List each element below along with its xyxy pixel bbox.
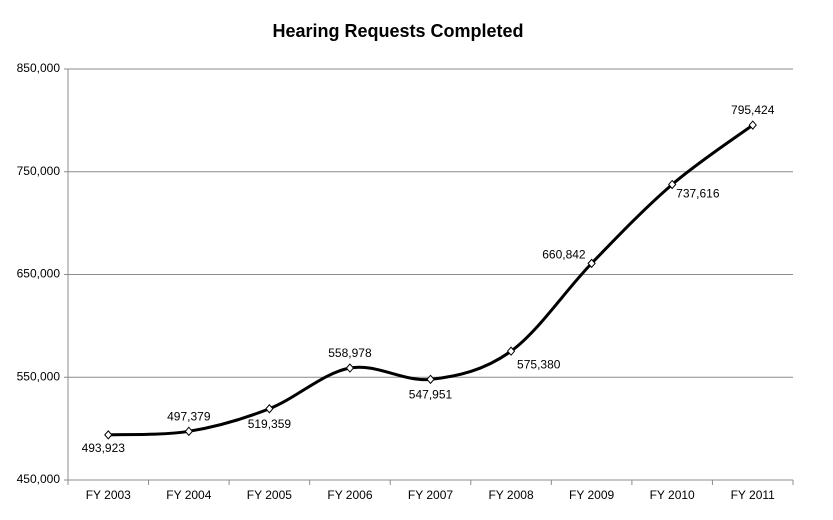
x-tick-label: FY 2011 — [731, 488, 776, 502]
data-label: 519,359 — [248, 417, 292, 431]
data-label: 558,978 — [328, 346, 372, 360]
y-tick-label: 650,000 — [17, 267, 61, 281]
marker — [587, 258, 596, 269]
marker — [345, 363, 355, 373]
x-tick-label: FY 2008 — [488, 488, 533, 502]
data-label: 660,842 — [542, 248, 586, 262]
data-label: 737,616 — [676, 187, 720, 201]
data-label: 547,951 — [409, 388, 453, 402]
x-tick-label: FY 2007 — [408, 488, 453, 502]
y-tick-label: 750,000 — [17, 164, 61, 178]
x-tick-label: FY 2005 — [247, 488, 292, 502]
marker — [748, 120, 757, 130]
x-tick-label: FY 2004 — [166, 488, 211, 502]
series-line — [108, 123, 754, 437]
marker — [506, 346, 516, 356]
data-label: 795,424 — [731, 103, 775, 117]
marker — [668, 179, 677, 190]
x-tick-label: FY 2009 — [569, 488, 614, 502]
y-tick-label: 850,000 — [17, 61, 61, 75]
chart-title: Hearing Requests Completed — [272, 21, 523, 41]
y-tick-label: 550,000 — [17, 369, 61, 383]
marker — [265, 403, 274, 414]
x-tick-label: FY 2003 — [86, 488, 131, 502]
x-tick-label: FY 2010 — [650, 488, 695, 502]
data-label: 575,380 — [517, 357, 561, 371]
data-label: 497,379 — [167, 409, 211, 423]
x-tick-label: FY 2006 — [327, 488, 372, 502]
y-tick-label: 450,000 — [17, 472, 61, 486]
marker — [104, 430, 113, 440]
marker — [184, 426, 193, 437]
marker — [426, 374, 435, 385]
data-label: 493,923 — [82, 441, 126, 455]
